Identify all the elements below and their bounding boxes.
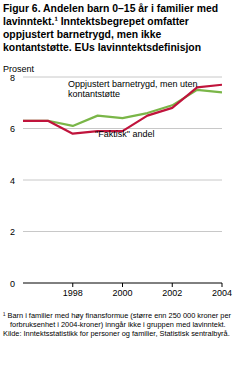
series-line [23, 85, 222, 134]
y-tick-label: 6 [10, 124, 15, 134]
x-tick-label: 2004 [212, 288, 232, 298]
series-label: Oppjustert barnetrygd, men utenkontantst… [68, 79, 198, 99]
x-tick [122, 283, 123, 287]
title: Figur 6. Andelen barn 0–15 år i familier… [3, 2, 231, 54]
x-tick [172, 283, 173, 287]
footnote: ¹ Barn i familier med høy finansformue (… [3, 311, 231, 329]
series-label: "Faktisk" andel [95, 129, 154, 139]
x-tick [222, 283, 223, 287]
y-label: Prosent [3, 64, 35, 74]
y-tick-label: 4 [10, 176, 15, 186]
grid-line [23, 77, 222, 78]
label-line: "Faktisk" andel [95, 129, 154, 139]
y-tick-label: 8 [10, 73, 15, 83]
x-tick-label: 1998 [63, 288, 83, 298]
grid-line [23, 231, 222, 232]
x-tick-label: 2002 [162, 288, 182, 298]
y-tick-label: 2 [10, 227, 15, 237]
grid-line [23, 180, 222, 181]
y-tick-label: 0 [10, 279, 15, 289]
notes: ¹ Barn i familier med høy finansformue (… [3, 311, 231, 338]
label-line: Oppjustert barnetrygd, men uten [68, 79, 198, 89]
x-tick [72, 283, 73, 287]
source: Kilde: Inntektsstatistikk for personer o… [3, 329, 231, 338]
x-tick-label: 2000 [112, 288, 132, 298]
plot-area [23, 85, 222, 134]
label-line: kontantstøtte [68, 89, 120, 99]
series-line [23, 90, 222, 126]
